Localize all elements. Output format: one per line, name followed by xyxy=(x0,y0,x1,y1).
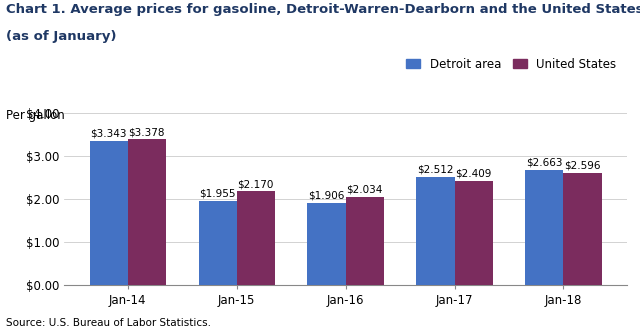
Legend: Detroit area, United States: Detroit area, United States xyxy=(401,53,621,75)
Text: Chart 1. Average prices for gasoline, Detroit-Warren-Dearborn and the United Sta: Chart 1. Average prices for gasoline, De… xyxy=(6,3,640,16)
Text: $3.343: $3.343 xyxy=(90,129,127,139)
Bar xyxy=(417,176,454,285)
Text: (as of January): (as of January) xyxy=(6,30,117,43)
Bar xyxy=(563,173,602,285)
Text: $2.034: $2.034 xyxy=(346,185,383,195)
Text: Per gallon: Per gallon xyxy=(6,109,65,122)
Text: $2.409: $2.409 xyxy=(456,169,492,179)
Bar xyxy=(128,139,166,285)
Text: $2.663: $2.663 xyxy=(526,158,563,168)
Text: $2.170: $2.170 xyxy=(237,179,274,189)
Text: $2.512: $2.512 xyxy=(417,165,454,174)
Bar xyxy=(454,181,493,285)
Bar xyxy=(346,197,384,285)
Text: Source: U.S. Bureau of Labor Statistics.: Source: U.S. Bureau of Labor Statistics. xyxy=(6,318,211,328)
Bar xyxy=(198,201,237,285)
Bar xyxy=(237,191,275,285)
Text: $1.955: $1.955 xyxy=(199,188,236,198)
Text: $2.596: $2.596 xyxy=(564,161,601,171)
Bar xyxy=(525,170,563,285)
Bar xyxy=(90,141,128,285)
Bar xyxy=(307,203,346,285)
Text: $3.378: $3.378 xyxy=(129,127,165,137)
Text: $1.906: $1.906 xyxy=(308,191,345,201)
